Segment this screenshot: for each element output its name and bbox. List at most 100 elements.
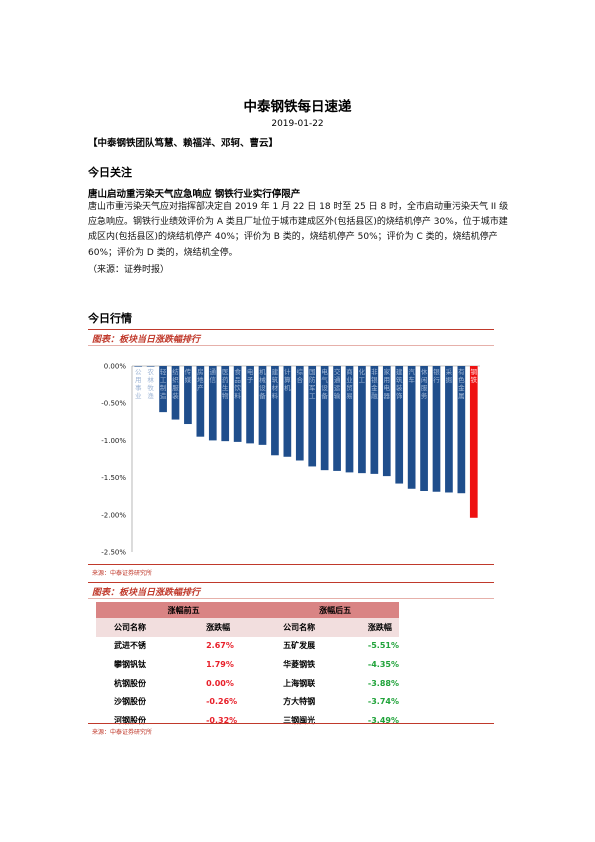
down-company: 华菱钢铁	[283, 659, 316, 669]
y-tick-label: -2.50%	[101, 549, 126, 557]
chart-bar	[271, 366, 279, 456]
table-row: 沙钢股份 -0.26% 方大特钢 -3.74%	[96, 692, 399, 711]
up-company: 武进不锈	[114, 641, 146, 651]
caption-rule	[88, 582, 494, 583]
chart-bar	[258, 366, 267, 445]
sector-change-chart: 0.00%-0.50%-1.00%-1.50%-2.00%-2.50%公用事业农…	[101, 363, 480, 557]
category-label: 化	[359, 367, 366, 376]
category-label: 事	[135, 383, 142, 392]
category-label: 农	[147, 367, 154, 376]
category-label: 装	[172, 391, 179, 400]
category-label: 业	[135, 391, 142, 400]
category-label: 备	[321, 391, 328, 400]
table-row: 河钢股份 -0.32% 三钢闽光 -3.49%	[96, 711, 399, 730]
category-label: 防	[309, 375, 316, 384]
category-label: 服	[172, 384, 179, 392]
chart-caption: 图表：板块当日涨跌幅排行	[92, 335, 201, 345]
category-label: 工	[309, 392, 316, 400]
chart-bar	[283, 366, 292, 457]
down-company: 上海钢联	[283, 678, 316, 688]
chart-bar	[134, 366, 143, 367]
category-label: 房	[197, 367, 204, 376]
chart-bar	[358, 366, 366, 474]
category-label: 机	[284, 383, 291, 392]
category-label: 筑	[272, 375, 279, 384]
category-label: 电	[247, 367, 254, 376]
y-tick-label: -0.50%	[101, 400, 126, 408]
source-rule	[88, 723, 494, 724]
down-change: -3.74%	[367, 697, 399, 707]
chart-bar	[295, 366, 304, 461]
y-tick-label: -2.00%	[101, 511, 126, 519]
chart-bar	[308, 366, 317, 467]
section-heading-market: 今日行情	[88, 312, 132, 325]
up-company: 杭钢股份	[114, 678, 146, 688]
category-label: 造	[160, 391, 167, 400]
stock-movers-table: 涨幅前五 涨幅后五 公司名称 涨跌幅 公司名称 涨跌幅 武进不锈 2.67% 五…	[96, 602, 399, 730]
report-date: 2019-01-22	[271, 119, 324, 129]
chart-bar	[146, 366, 155, 367]
up-company: 沙钢股份	[114, 697, 146, 707]
category-label: 药	[222, 375, 229, 384]
group-header-down: 涨幅后五	[271, 602, 399, 618]
category-label: 计	[284, 367, 291, 376]
report-title: 中泰钢铁每日速递	[243, 99, 352, 115]
up-change: 2.67%	[206, 641, 234, 651]
category-label: 品	[234, 376, 241, 384]
category-label: 气	[321, 375, 328, 384]
category-label: 牧	[147, 383, 154, 392]
category-label: 工	[160, 376, 167, 384]
category-label: 金	[371, 383, 378, 392]
category-label: 商	[346, 367, 353, 376]
category-label: 械	[259, 375, 266, 384]
chart-bar	[333, 366, 341, 471]
category-label: 车	[408, 375, 415, 384]
up-change: 1.79%	[206, 659, 234, 669]
down-change: -3.49%	[367, 715, 399, 725]
category-label: 纺	[172, 367, 179, 376]
column-header-change: 涨跌幅	[351, 618, 399, 637]
category-label: 用	[135, 376, 142, 384]
chart-bar	[445, 366, 453, 493]
down-change: -3.88%	[367, 678, 399, 688]
category-label: 掘	[446, 375, 453, 384]
category-label: 交	[334, 367, 341, 376]
table-row: 攀钢钒钛 1.79% 华菱钢铁 -4.35%	[96, 655, 399, 674]
chart-bar	[233, 366, 242, 442]
category-label: 钢	[471, 368, 478, 376]
category-label: 子	[247, 376, 254, 384]
category-label: 运	[334, 384, 341, 392]
chart-bar	[395, 366, 404, 484]
source-rule	[88, 564, 494, 565]
category-label: 综	[297, 367, 304, 376]
category-label: 工	[359, 376, 366, 384]
category-label: 电	[321, 367, 328, 376]
up-change: -0.32%	[206, 715, 238, 725]
category-label: 林	[147, 375, 154, 384]
chart-bar	[382, 366, 391, 477]
category-label: 地	[197, 375, 204, 384]
chart-bar	[196, 366, 205, 437]
chart-bar	[469, 366, 478, 518]
caption-rule	[88, 329, 494, 330]
chart-bar	[320, 366, 329, 471]
category-label: 装	[396, 383, 403, 392]
category-label: 金	[458, 383, 465, 392]
y-tick-label: -1.50%	[101, 474, 126, 482]
chart-source: 来源：中泰证券研究所	[92, 570, 153, 577]
category-label: 媒	[185, 375, 192, 384]
category-label: 料	[272, 391, 279, 400]
category-label: 备	[259, 391, 266, 400]
category-label: 家	[384, 367, 391, 376]
down-change: -5.51%	[367, 641, 399, 651]
category-label: 建	[272, 367, 279, 376]
category-label: 军	[309, 384, 316, 392]
column-header-change: 涨跌幅	[190, 618, 272, 637]
category-label: 公	[135, 368, 142, 376]
news-title: 唐山启动重污染天气应急响应 钢铁行业实行停限产	[88, 189, 301, 200]
category-label: 铁	[471, 375, 478, 384]
category-label: 织	[172, 375, 179, 384]
down-company: 方大特钢	[283, 697, 316, 707]
up-company: 河钢股份	[114, 715, 146, 725]
category-label: 银	[371, 375, 378, 384]
